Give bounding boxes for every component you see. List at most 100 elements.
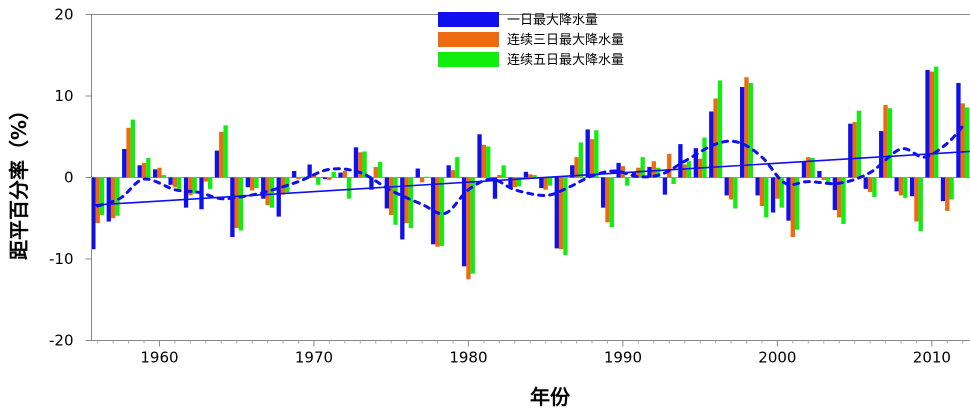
bar-2-1965 xyxy=(235,178,239,229)
bar-3-2006 xyxy=(872,178,876,198)
x-tick-label-1990: 1990 xyxy=(604,349,642,367)
bar-1-1985 xyxy=(539,178,543,189)
bar-1-1965 xyxy=(230,178,234,238)
bar-1-2003 xyxy=(817,171,821,178)
bar-3-1975 xyxy=(393,178,397,225)
bar-3-1985 xyxy=(548,178,552,186)
bar-2-1969 xyxy=(296,178,300,180)
bar-1-1997 xyxy=(725,178,729,196)
bars-group xyxy=(91,67,969,280)
bar-1-2004 xyxy=(833,178,837,211)
bar-2-1993 xyxy=(667,154,671,178)
bar-2-1957 xyxy=(111,178,115,219)
bar-3-1998 xyxy=(749,83,753,178)
bar-2-1987 xyxy=(574,157,578,177)
bar-3-1965 xyxy=(239,178,243,231)
bar-2-1974 xyxy=(374,167,378,178)
bar-3-2010 xyxy=(934,67,938,178)
bar-3-1960 xyxy=(162,175,166,177)
bar-3-1967 xyxy=(270,178,274,208)
bar-3-1984 xyxy=(532,175,536,177)
bar-3-1999 xyxy=(764,178,768,218)
bar-2-2002 xyxy=(806,157,810,177)
bar-2-2005 xyxy=(852,122,856,177)
bar-2-1972 xyxy=(343,171,347,178)
bar-2-1989 xyxy=(605,178,609,223)
bar-2-1959 xyxy=(142,163,146,178)
bar-2-1979 xyxy=(451,170,455,177)
bar-3-1974 xyxy=(378,162,382,177)
bar-3-1964 xyxy=(223,125,227,177)
bar-3-1989 xyxy=(610,178,614,228)
bar-2-2006 xyxy=(868,178,872,193)
bar-1-1969 xyxy=(292,171,296,178)
bar-1-1999 xyxy=(755,178,759,196)
bar-1-2006 xyxy=(864,178,868,189)
bar-2-1988 xyxy=(590,139,594,177)
bar-3-1970 xyxy=(316,178,320,185)
x-tick-label-2000: 2000 xyxy=(758,349,796,367)
bar-3-2011 xyxy=(949,178,953,200)
bar-2-1960 xyxy=(157,168,161,178)
legend-label-3: 连续五日最大降水量 xyxy=(507,52,624,68)
bar-3-1979 xyxy=(455,157,459,177)
bar-2-1981 xyxy=(482,145,486,178)
x-tick-label-2010: 2010 xyxy=(913,349,951,367)
bar-1-2010 xyxy=(925,70,929,178)
legend-label-2: 连续三日最大降水量 xyxy=(507,32,624,48)
bar-2-2001 xyxy=(791,178,795,238)
bar-3-1981 xyxy=(486,147,490,178)
bar-1-2009 xyxy=(910,178,914,197)
y-tick-label--10: -10 xyxy=(49,250,74,268)
bar-3-1988 xyxy=(594,130,598,177)
bar-2-2012 xyxy=(961,103,965,177)
bar-2-1977 xyxy=(420,178,424,183)
bar-2-1964 xyxy=(219,132,223,178)
bar-2-1976 xyxy=(404,178,408,224)
bar-2-1997 xyxy=(729,178,733,200)
bar-1-1961 xyxy=(168,178,172,185)
x-axis-title: 年份 xyxy=(530,385,571,409)
bar-3-2004 xyxy=(841,178,845,224)
bar-2-2000 xyxy=(775,178,779,199)
bar-1-1994 xyxy=(678,144,682,177)
bar-1-1964 xyxy=(215,151,219,178)
bar-3-2005 xyxy=(857,111,861,178)
bar-2-1971 xyxy=(327,178,331,180)
y-axis-title: 距平百分率（%） xyxy=(7,100,31,260)
bar-1-1980 xyxy=(462,178,466,267)
bar-2-1956 xyxy=(96,178,100,224)
bar-1-1977 xyxy=(416,169,420,178)
bar-1-1957 xyxy=(107,178,111,222)
bar-1-1993 xyxy=(663,178,667,195)
bar-1-1998 xyxy=(740,87,744,177)
y-tick-label-20: 20 xyxy=(54,6,73,24)
bar-2-2009 xyxy=(914,178,918,222)
bar-1-2008 xyxy=(895,178,899,192)
legend-swatch-3 xyxy=(438,52,499,67)
legend-swatch-2 xyxy=(438,32,499,47)
bar-2-1994 xyxy=(683,164,687,177)
bar-2-1985 xyxy=(544,178,548,190)
bar-2-2008 xyxy=(899,178,903,196)
bar-3-1958 xyxy=(131,120,135,178)
bar-2-1966 xyxy=(250,178,254,191)
y-tick-label--20: -20 xyxy=(49,332,74,350)
bar-2-2003 xyxy=(822,178,826,180)
bar-2-2007 xyxy=(883,105,887,178)
bar-1-1960 xyxy=(153,169,157,177)
x-tick-label-1980: 1980 xyxy=(449,349,487,367)
bar-1-1970 xyxy=(307,164,311,177)
bar-1-1981 xyxy=(477,134,481,177)
bar-2-2011 xyxy=(945,178,949,211)
bar-2-1999 xyxy=(760,178,764,207)
bar-3-1977 xyxy=(424,177,428,178)
bar-2-1958 xyxy=(126,128,130,178)
bar-3-2008 xyxy=(903,178,907,198)
bar-1-1968 xyxy=(277,178,281,217)
bar-3-1993 xyxy=(671,178,675,185)
bar-3-1978 xyxy=(440,178,444,246)
bar-3-1971 xyxy=(332,172,336,178)
